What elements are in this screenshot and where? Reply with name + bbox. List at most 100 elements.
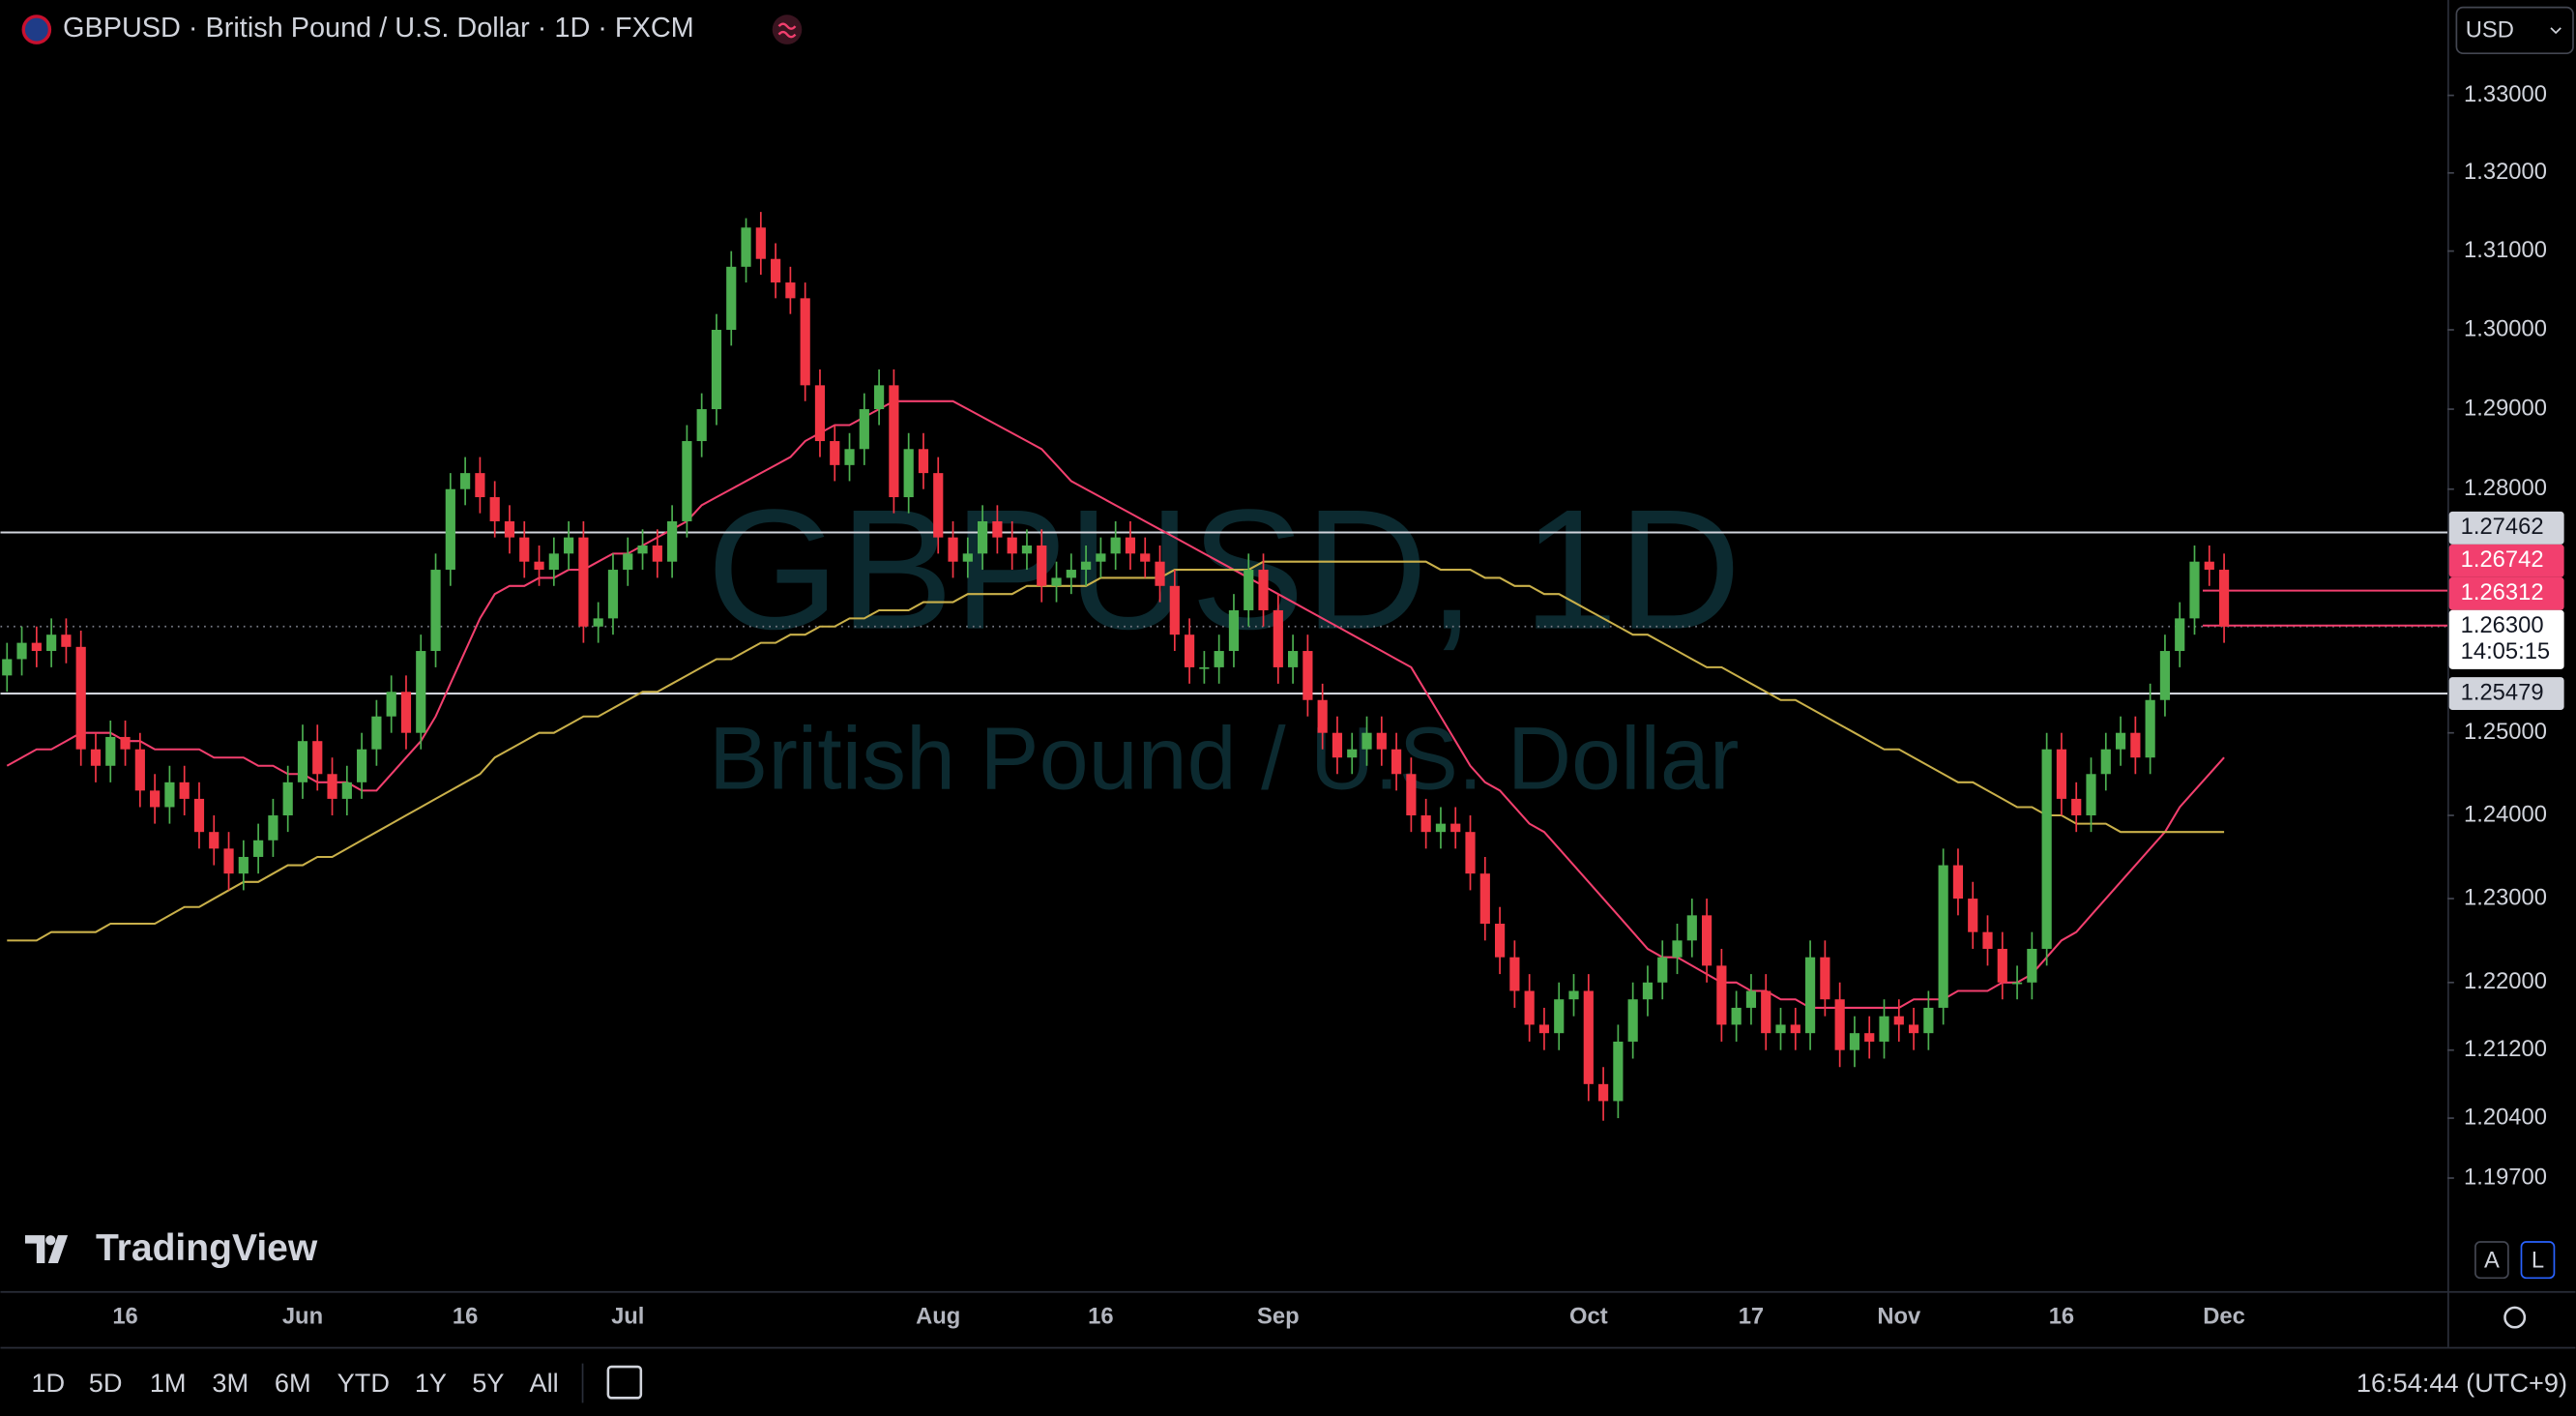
candle-body [667,520,678,562]
candle-body [1258,570,1269,610]
currency-dropdown[interactable] [2455,6,2574,55]
candle-body [741,227,751,267]
candle-body [1642,982,1654,1000]
range-button[interactable]: 1D [31,1368,65,1398]
candle-body [682,441,692,521]
candle-body [874,385,885,410]
range-button[interactable]: 1M [150,1368,187,1398]
price-tag [2448,544,2564,577]
last-price-tag [2448,609,2564,669]
candle-body [371,716,382,750]
candle-body [61,634,72,647]
y-tick-label: 1.29000 [2464,395,2547,421]
x-tick-label: 17 [1739,1303,1764,1329]
candle-body [2056,749,2067,799]
candle-body [2218,570,2230,627]
candle-body [1597,1083,1609,1102]
candle-body [46,634,57,652]
x-tick-label: Aug [916,1303,960,1329]
status-icon-glyph [777,22,797,39]
candle-body [1627,999,1638,1042]
candle-body [1390,749,1402,775]
settings-button[interactable] [2503,1306,2527,1329]
scale-button-label: L [2532,1248,2544,1274]
x-tick-label: Dec [2203,1303,2245,1329]
candle-body [2100,749,2111,775]
y-tick-label: 1.33000 [2464,81,2547,107]
date-range-button[interactable] [606,1365,643,1400]
candle-body [1066,570,1076,578]
y-tick-label: 1.30000 [2464,315,2547,341]
candle-body [2086,774,2096,816]
candle-body [933,473,944,538]
candle-body [1435,823,1447,833]
status-icon[interactable] [772,15,803,44]
range-button[interactable]: 1Y [415,1368,447,1398]
range-button[interactable]: All [530,1368,559,1398]
candle-body [1745,990,1757,1008]
currency-label: USD [2466,17,2514,44]
flag-icon [21,15,52,44]
candle-body [1406,774,1417,816]
y-tick-label: 1.23000 [2464,884,2547,910]
candle-body [2041,749,2052,950]
candle-body [31,642,42,652]
candle-body [2071,798,2082,816]
candle-body [2175,618,2185,652]
candle-body [400,692,412,733]
scale-button[interactable] [2520,1241,2556,1280]
candle-body [341,782,352,799]
price-tag [2448,576,2564,610]
range-button[interactable]: 5Y [472,1368,504,1398]
candle-body [179,782,190,799]
candle-body [164,782,175,808]
clock[interactable]: 16:54:44 (UTC+9) [2356,1368,2567,1398]
candle-body [1613,1041,1624,1102]
candle-body [1686,915,1697,941]
symbol-title[interactable]: GBPUSD · British Pound / U.S. Dollar · 1… [63,13,694,44]
candle-body [948,537,958,562]
candle-body [1761,990,1771,1034]
candle-body [1775,1024,1786,1034]
candle-body [1228,609,1240,652]
candle-body [1908,1024,1919,1034]
y-tick-label: 1.20400 [2464,1104,2547,1130]
candle-body [1938,865,1948,1008]
candle-body [150,790,161,808]
range-button[interactable]: 6M [275,1368,311,1398]
scale-button[interactable] [2474,1241,2509,1280]
logo-text: TradingView [96,1227,318,1269]
candle-body [209,832,220,849]
y-tick-label: 1.31000 [2464,237,2547,263]
candle-body [504,520,515,538]
range-button[interactable]: YTD [337,1368,390,1398]
price-tag-label: 1.27462 [2461,514,2544,540]
candle-body [1804,957,1816,1034]
x-tick-label: Jul [611,1303,644,1329]
candle-body [312,741,323,775]
candle-body [1479,873,1490,925]
range-button[interactable]: 5D [89,1368,123,1398]
x-tick-label: Sep [1257,1303,1300,1329]
x-tick-label: 16 [2049,1303,2074,1329]
range-button[interactable]: 3M [212,1368,249,1398]
candle-body [1701,915,1712,966]
price-tag [2448,677,2564,711]
candle-body [1731,1007,1742,1025]
x-tick-label: 16 [453,1303,478,1329]
candle-body [2159,651,2171,700]
candle-body [1568,990,1579,1000]
candle-body [830,441,840,465]
candle-body [1538,1024,1550,1034]
candle-body [962,553,973,562]
x-tick-label: Jun [282,1303,323,1329]
candle-body [253,840,264,857]
candle-body [1952,865,1964,900]
candle-body [785,282,796,299]
logo: TradingView [24,1227,318,1269]
candle-body [1037,545,1047,586]
candle-body [726,266,737,330]
candle-body [1096,553,1106,562]
candle-body [1524,990,1535,1025]
